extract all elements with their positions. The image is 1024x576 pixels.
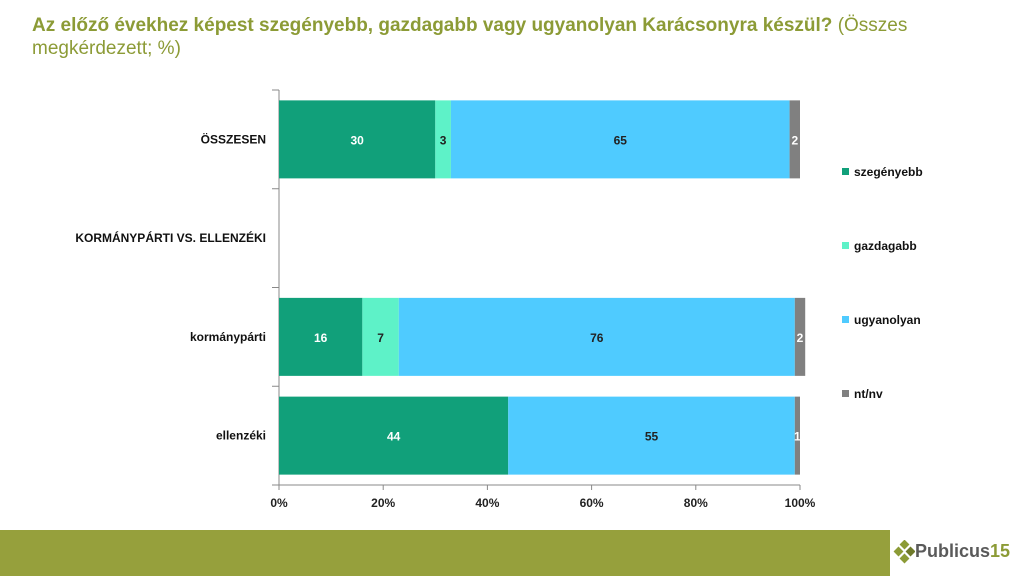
legend-swatch-ntnv bbox=[842, 390, 849, 397]
bar-segment-ugyanolyan bbox=[450, 100, 790, 179]
x-tick-label: 60% bbox=[580, 496, 604, 510]
bar-segment-ntnv bbox=[794, 297, 806, 376]
x-tick-label: 20% bbox=[371, 496, 395, 510]
bar-segment-szegenyebb bbox=[279, 100, 436, 179]
bar-segment-ugyanolyan bbox=[508, 396, 795, 475]
category-label: ellenzéki bbox=[216, 429, 266, 443]
data-label: 44 bbox=[387, 430, 401, 444]
bar-segment-ugyanolyan bbox=[398, 297, 795, 376]
data-label: 1 bbox=[794, 430, 801, 444]
legend-label: nt/nv bbox=[854, 387, 883, 401]
data-label: 2 bbox=[797, 331, 804, 345]
legend-label: ugyanolyan bbox=[854, 313, 921, 327]
legend-label: szegényebb bbox=[854, 165, 923, 179]
logo-text: Publicus bbox=[915, 541, 991, 561]
data-label: 76 bbox=[590, 331, 604, 345]
x-tick-label: 40% bbox=[475, 496, 499, 510]
data-label: 7 bbox=[377, 331, 384, 345]
data-label: 30 bbox=[350, 133, 364, 147]
footer-band bbox=[0, 530, 890, 576]
category-label: KORMÁNYPÁRTI VS. ELLENZÉKI bbox=[75, 230, 266, 245]
stacked-bar-chart: 0% 20% 40% 60% 80% 100% ÖSSZESEN 30 3 65 2 KORMÁNYP… bbox=[75, 89, 923, 510]
bar-segment-ntnv bbox=[794, 396, 800, 475]
legend-swatch-ugyanolyan bbox=[842, 316, 849, 323]
chart-title-sub: (Összes megkérdezett; %) bbox=[32, 15, 908, 59]
category-label: kormánypárti bbox=[190, 330, 266, 344]
logo-number: 15 bbox=[990, 541, 1011, 561]
bar-segment-szegenyebb bbox=[279, 396, 509, 475]
data-label: 55 bbox=[645, 430, 659, 444]
bar-segment-gazdagabb bbox=[435, 100, 451, 179]
category-label: ÖSSZESEN bbox=[201, 131, 266, 146]
logo-wordmark: Publicus15 bbox=[915, 541, 1010, 562]
data-label: 2 bbox=[791, 133, 798, 147]
data-label: 3 bbox=[440, 133, 447, 147]
bar-segment-szegenyebb bbox=[279, 297, 363, 376]
chart-title: Az előző évekhez képest szegényebb, gazd… bbox=[32, 14, 912, 60]
legend-swatch-szegenyebb bbox=[842, 168, 849, 175]
x-tick-label: 0% bbox=[270, 496, 288, 510]
x-tick-label: 80% bbox=[684, 496, 708, 510]
legend-swatch-gazdagabb bbox=[842, 242, 849, 249]
data-label: 65 bbox=[614, 133, 628, 147]
data-label: 16 bbox=[314, 331, 328, 345]
legend-label: gazdagabb bbox=[854, 239, 917, 253]
bar-segment-gazdagabb bbox=[362, 297, 399, 376]
bar-segment-ntnv bbox=[789, 100, 800, 179]
publicus-logo: Publicus15 bbox=[893, 536, 1018, 570]
diamond-cluster-icon bbox=[893, 540, 915, 564]
chart-title-main: Az előző évekhez képest szegényebb, gazd… bbox=[32, 15, 833, 36]
x-tick-label: 100% bbox=[785, 496, 816, 510]
